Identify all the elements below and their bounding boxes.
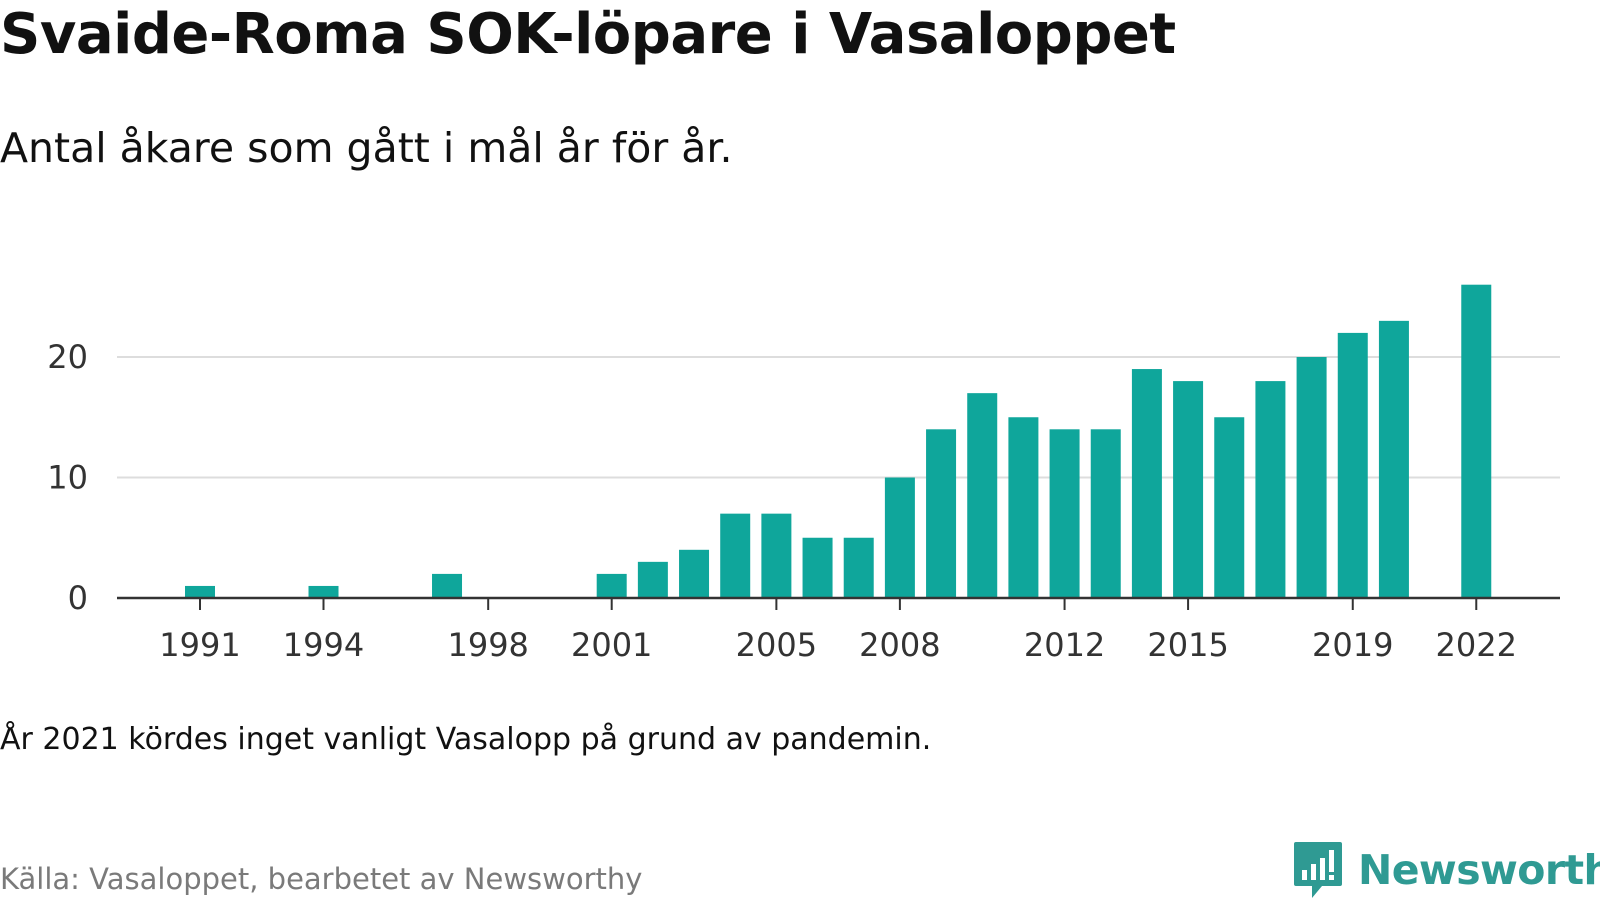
bar-2011 (1008, 417, 1039, 598)
chart-title: Svaide-Roma SOK-löpare i Vasaloppet (0, 2, 1176, 67)
bar-2006 (802, 537, 833, 598)
x-tick-label: 2008 (859, 626, 940, 660)
footnote: År 2021 kördes inget vanligt Vasalopp på… (0, 722, 932, 757)
bar-2019 (1337, 332, 1368, 598)
bar-2014 (1131, 369, 1162, 598)
newsworthy-logo-icon (1294, 842, 1342, 898)
bar-2003 (679, 549, 710, 598)
bar-1994 (308, 585, 339, 598)
bar-2007 (843, 537, 874, 598)
bar-2013 (1090, 429, 1121, 598)
x-tick-label: 1994 (283, 626, 364, 660)
bar-2020 (1378, 320, 1409, 598)
y-tick-label: 20 (47, 338, 88, 376)
bar-2017 (1255, 381, 1286, 598)
x-tick-label: 2022 (1436, 626, 1517, 660)
bar-2005 (761, 513, 792, 598)
bar-2004 (720, 513, 751, 598)
bar-2015 (1173, 381, 1204, 598)
source-note: Källa: Vasaloppet, bearbetet av Newswort… (0, 862, 643, 896)
x-tick-label: 2015 (1147, 626, 1228, 660)
x-tick-label: 1991 (159, 626, 240, 660)
chart-subtitle: Antal åkare som gått i mål år för år. (0, 124, 733, 172)
x-tick-label: 1998 (447, 626, 528, 660)
y-tick-label: 0 (68, 579, 88, 617)
bar-2002 (637, 561, 668, 598)
x-tick-label: 2005 (736, 626, 817, 660)
y-axis-labels: 0 10 20 (47, 338, 88, 617)
bar-chart: 0 10 20 1991 1994 1998 2001 2005 2008 2012 2015 20… (47, 284, 1560, 660)
brand-name: Newsworthy (1358, 846, 1600, 894)
bar-2012 (1049, 429, 1080, 598)
x-axis (117, 596, 1560, 610)
y-tick-label: 10 (47, 459, 88, 497)
bar-2001 (596, 573, 627, 598)
bar-2008 (884, 477, 915, 598)
bar-2018 (1296, 357, 1327, 598)
bars (185, 284, 1492, 598)
bar-2016 (1214, 417, 1245, 598)
bar-1991 (185, 585, 215, 598)
bar-2010 (967, 393, 998, 598)
x-tick-label: 2001 (571, 626, 652, 660)
bar-1997 (432, 573, 463, 598)
x-tick-label: 2012 (1024, 626, 1105, 660)
x-tick-label: 2019 (1312, 626, 1393, 660)
bar-2022 (1461, 284, 1492, 598)
bar-2009 (926, 429, 957, 598)
brand-logo: Newsworthy (1292, 840, 1600, 900)
x-axis-labels: 1991 1994 1998 2001 2005 2008 2012 2015 2019 2022 (159, 626, 1517, 660)
